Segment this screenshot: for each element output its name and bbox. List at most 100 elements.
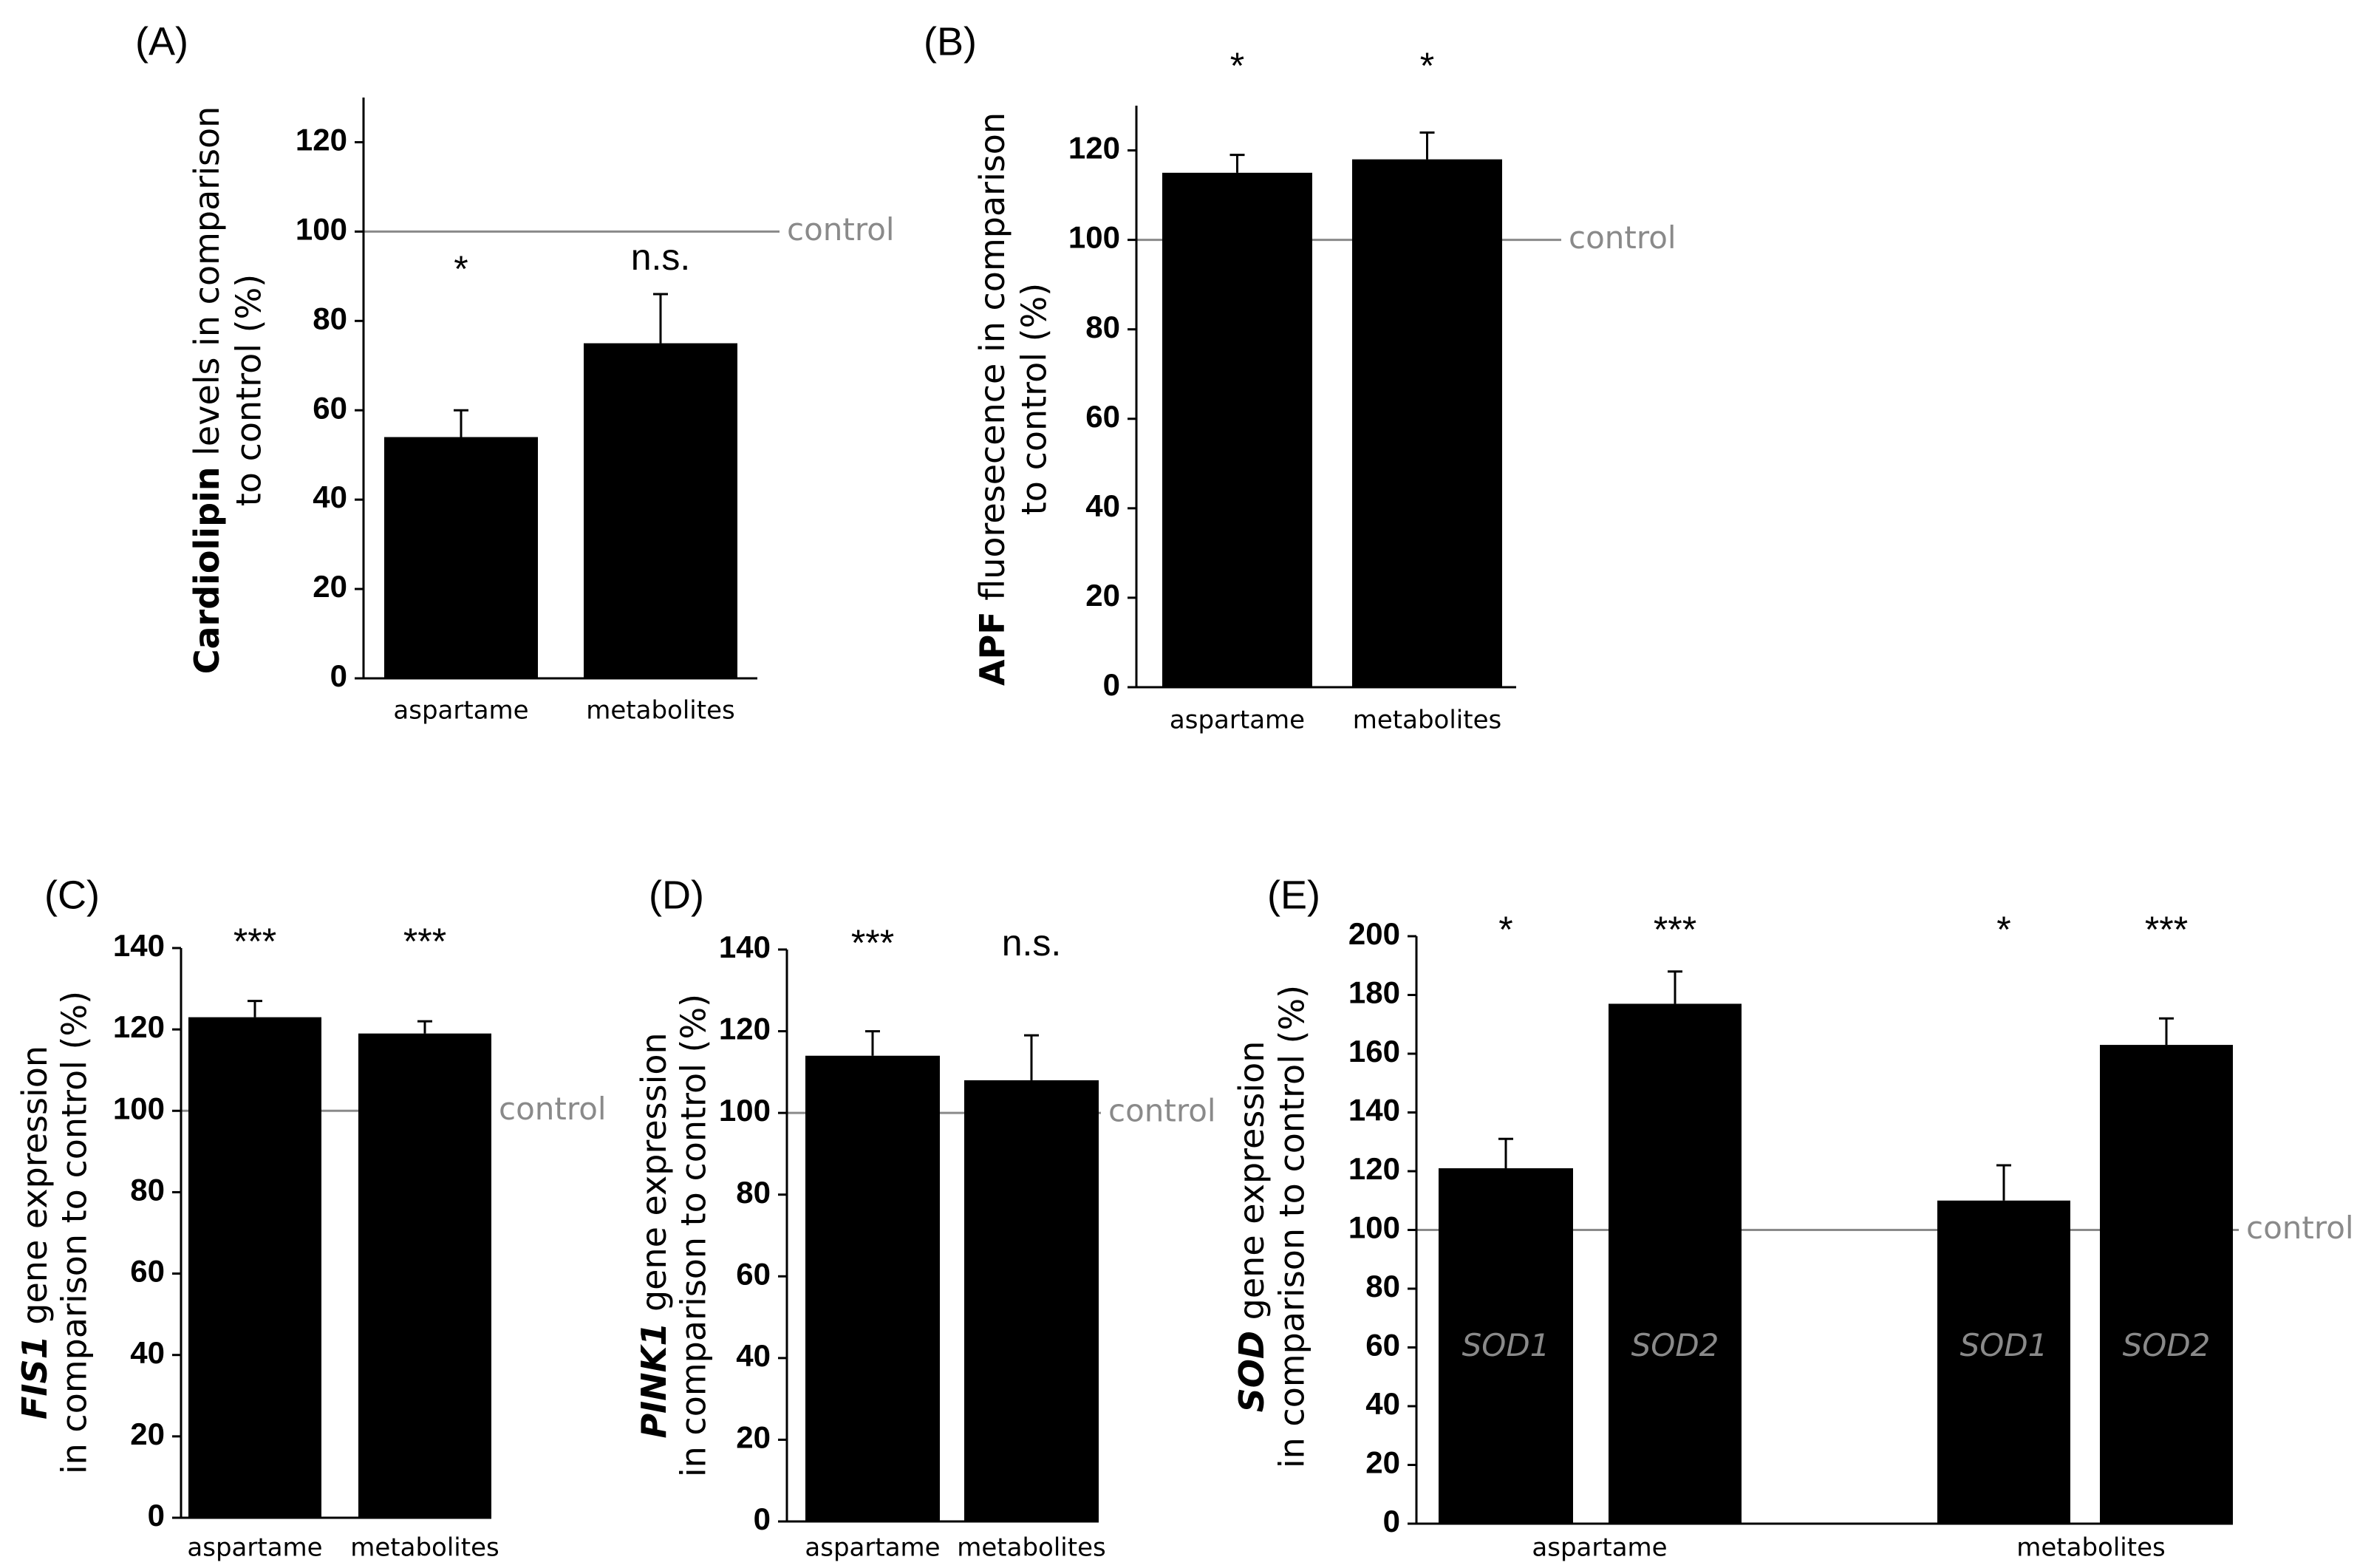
y-tick-label: 120 <box>719 1012 771 1046</box>
panel-label: (A) <box>135 19 188 64</box>
significance-marker: * <box>1498 909 1512 950</box>
y-axis-label-bold: Cardiolipin <box>187 466 227 674</box>
panel-label: (C) <box>44 873 100 917</box>
y-tick-label: 20 <box>130 1417 165 1451</box>
x-category-label: metabolites <box>1353 706 1501 735</box>
y-tick-label: 60 <box>1365 1328 1400 1363</box>
y-tick-label: 60 <box>130 1254 165 1289</box>
y-tick-label: 120 <box>296 123 347 157</box>
bar <box>964 1080 1099 1521</box>
x-category-label: aspartame <box>1170 706 1305 735</box>
y-axis-label-rest: levels in comparison <box>187 106 227 467</box>
y-axis-label-rest: gene expression <box>634 1032 674 1322</box>
bar-series-label: SOD1 <box>1960 1327 2048 1363</box>
y-tick-label: 0 <box>754 1501 771 1536</box>
y-axis-label-line1: Cardiolipin levels in comparison <box>187 106 227 675</box>
y-axis-label-bold: PINK1 <box>634 1323 674 1439</box>
y-tick-label: 120 <box>1348 1151 1400 1186</box>
y-tick-label: 80 <box>1085 310 1120 344</box>
panel-label: (B) <box>924 19 977 64</box>
bar-series-label: SOD2 <box>1631 1327 1719 1363</box>
y-tick-label: 80 <box>130 1173 165 1207</box>
significance-marker: *** <box>2145 909 2188 950</box>
y-axis-label-line1: SOD gene expression <box>1232 1041 1272 1413</box>
y-axis-label-bold: APF <box>972 611 1012 686</box>
y-axis-label-rest: fluoresecence in comparison <box>972 112 1012 611</box>
control-label: control <box>1569 219 1677 256</box>
chart-panel-c: (C) control 0 20 40 60 80 100 120 140 aspartame met… <box>15 873 607 1562</box>
y-tick-label: 40 <box>736 1338 771 1373</box>
y-axis-label-line1: APF fluoresecence in comparison <box>972 112 1012 686</box>
significance-marker: n.s. <box>631 236 691 278</box>
bar <box>1609 1003 1742 1524</box>
y-tick-label: 180 <box>1348 975 1400 1010</box>
y-axis-label-line1: PINK1 gene expression <box>634 1032 674 1438</box>
x-category-label: aspartame <box>1532 1533 1667 1563</box>
bar <box>384 437 538 678</box>
x-category-label: metabolites <box>350 1533 499 1563</box>
control-label: control <box>787 211 895 248</box>
y-axis-label-line2: to control (%) <box>229 274 269 506</box>
y-axis-label-line2: in comparison to control (%) <box>1272 985 1312 1468</box>
x-category-label: metabolites <box>2016 1533 2165 1563</box>
y-axis-label-rest: gene expression <box>15 1046 55 1335</box>
panel-label: (D) <box>649 873 704 917</box>
significance-marker: * <box>1230 45 1244 86</box>
significance-marker: *** <box>1654 909 1696 950</box>
bar <box>358 1033 491 1518</box>
y-tick-label: 40 <box>313 480 347 514</box>
panel-label: (E) <box>1267 873 1320 917</box>
y-tick-label: 80 <box>1365 1269 1400 1303</box>
y-tick-label: 20 <box>1085 578 1120 613</box>
y-axis-label-line2: to control (%) <box>1014 283 1054 515</box>
y-axis-label-line2: in comparison to control (%) <box>674 994 714 1477</box>
chart-panel-a: (A) control 0 20 40 60 80 100 120 aspartame metabo… <box>135 19 895 725</box>
bar <box>1439 1168 1573 1524</box>
x-category-label: metabolites <box>957 1533 1105 1563</box>
y-tick-label: 0 <box>148 1498 165 1533</box>
significance-marker: * <box>1996 909 2010 950</box>
x-category-label: aspartame <box>393 696 528 726</box>
bar-series-label: SOD1 <box>1462 1327 1550 1363</box>
bar <box>805 1055 940 1521</box>
bar <box>1352 159 1502 688</box>
y-tick-label: 40 <box>1085 488 1120 523</box>
y-tick-label: 60 <box>1085 399 1120 434</box>
significance-marker: * <box>1420 45 1434 86</box>
y-tick-label: 60 <box>313 390 347 425</box>
y-tick-label: 140 <box>719 930 771 964</box>
y-tick-label: 20 <box>736 1420 771 1455</box>
bar <box>2100 1045 2233 1524</box>
y-axis-label-rest: gene expression <box>1232 1041 1272 1331</box>
y-tick-label: 100 <box>1348 1210 1400 1245</box>
y-axis-label-bold: SOD <box>1232 1331 1272 1412</box>
y-tick-label: 0 <box>330 658 347 693</box>
y-tick-label: 200 <box>1348 916 1400 951</box>
y-tick-label: 60 <box>736 1256 771 1291</box>
y-axis-label-bold: FIS1 <box>15 1335 55 1419</box>
y-tick-label: 20 <box>313 569 347 604</box>
control-label: control <box>499 1091 607 1127</box>
y-tick-label: 120 <box>113 1009 165 1044</box>
y-tick-label: 120 <box>1068 131 1120 166</box>
bar-series-label: SOD2 <box>2123 1327 2211 1363</box>
y-axis-label-line1: FIS1 gene expression <box>15 1046 55 1419</box>
y-tick-label: 0 <box>1383 1504 1400 1538</box>
significance-marker: * <box>454 248 468 290</box>
significance-marker: *** <box>851 922 894 964</box>
y-tick-label: 80 <box>313 301 347 335</box>
significance-marker: *** <box>403 921 446 962</box>
chart-panel-e: (E) SOD1 SOD2 SOD1 SOD2 control 0 20 40 60 80 100 12… <box>1232 873 2354 1562</box>
control-label: control <box>1108 1093 1216 1129</box>
control-label: control <box>2246 1210 2354 1246</box>
y-tick-label: 140 <box>1348 1093 1400 1128</box>
significance-marker: n.s. <box>1002 922 1062 964</box>
y-tick-label: 0 <box>1103 667 1120 702</box>
x-category-label: aspartame <box>805 1533 940 1563</box>
y-tick-label: 100 <box>113 1091 165 1125</box>
y-tick-label: 80 <box>736 1175 771 1210</box>
x-category-label: aspartame <box>187 1533 322 1563</box>
y-tick-label: 100 <box>719 1093 771 1128</box>
y-axis-label-line2: in comparison to control (%) <box>55 991 95 1474</box>
y-tick-label: 20 <box>1365 1445 1400 1480</box>
